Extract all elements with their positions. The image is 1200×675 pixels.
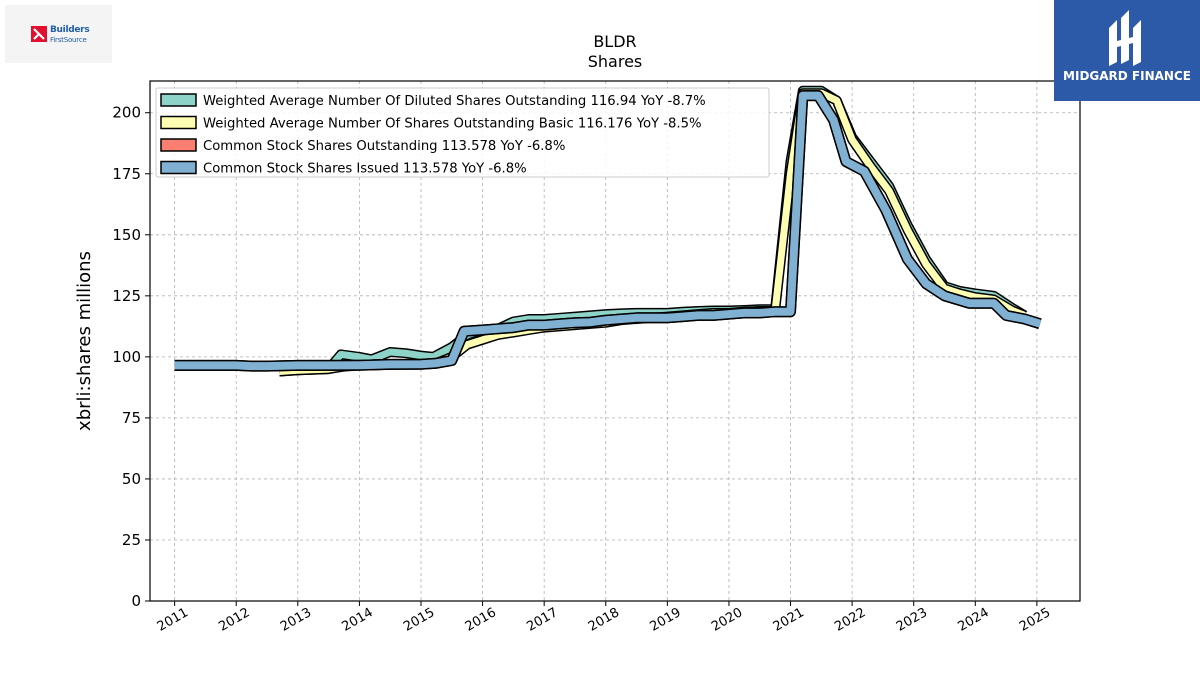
x-tick-label: 2012 bbox=[216, 605, 252, 635]
series-layer bbox=[174, 85, 1042, 377]
x-tick-label: 2017 bbox=[524, 605, 560, 635]
plot-frame bbox=[149, 80, 1081, 602]
legend-label: Weighted Average Number Of Diluted Share… bbox=[203, 94, 706, 109]
legend-swatch bbox=[160, 93, 197, 107]
midgard-finance-logo: MIDGARD FINANCE bbox=[1054, 0, 1200, 101]
builders-firstsource-logo: Builders FirstSource bbox=[5, 5, 112, 63]
y-tick-label: 0 bbox=[131, 592, 141, 610]
x-tick-label: 2020 bbox=[709, 605, 745, 635]
legend-label: Common Stock Shares Issued 113.578 YoY -… bbox=[203, 162, 527, 177]
logo-mark-icon bbox=[31, 26, 47, 42]
midgard-mark-icon bbox=[1109, 10, 1141, 66]
legend-label: Common Stock Shares Outstanding 113.578 … bbox=[203, 139, 565, 154]
y-tick-label: 25 bbox=[122, 531, 141, 549]
x-tick-label: 2015 bbox=[401, 605, 437, 635]
x-tick-label: 2014 bbox=[340, 605, 376, 635]
x-tick-label: 2018 bbox=[586, 605, 622, 635]
legend-frame bbox=[155, 87, 770, 178]
x-tick-label: 2025 bbox=[1017, 605, 1053, 635]
x-tick-label: 2022 bbox=[832, 605, 868, 635]
x-tick-label: 2016 bbox=[463, 605, 499, 635]
chart-title: BLDR bbox=[593, 32, 636, 51]
x-axis: 2011 2012 2013 2014 2015 2016 2017 2018 2019 2020… bbox=[155, 601, 1053, 635]
x-tick-label: 2019 bbox=[648, 605, 684, 635]
legend: Weighted Average Number Of Diluted Share… bbox=[155, 87, 770, 178]
legend-swatch bbox=[160, 138, 197, 152]
x-tick-label: 2021 bbox=[771, 605, 807, 635]
legend-swatch bbox=[160, 115, 197, 130]
y-tick-label: 200 bbox=[112, 104, 141, 122]
chart-subtitle: Shares bbox=[588, 52, 643, 71]
y-tick-label: 100 bbox=[112, 348, 141, 366]
legend-swatch bbox=[160, 160, 197, 175]
x-tick-label: 2011 bbox=[155, 605, 191, 635]
partner-logo-text: MIDGARD FINANCE bbox=[1063, 69, 1191, 83]
legend-label: Weighted Average Number Of Shares Outsta… bbox=[203, 117, 702, 132]
y-tick-label: 150 bbox=[112, 226, 141, 244]
y-tick-label: 50 bbox=[122, 470, 141, 488]
y-axis: 0 25 50 75 100 125 150 175 200 bbox=[112, 104, 150, 610]
x-tick-label: 2024 bbox=[955, 605, 991, 635]
y-tick-label: 75 bbox=[122, 409, 141, 427]
y-tick-label: 175 bbox=[112, 165, 141, 183]
y-tick-label: 125 bbox=[112, 287, 141, 305]
x-tick-label: 2023 bbox=[894, 605, 930, 635]
logo-text-line-1: Builders bbox=[50, 25, 90, 35]
logo-text-line-2: FirstSource bbox=[50, 36, 87, 44]
y-axis-label: xbrli:shares millions bbox=[74, 251, 95, 431]
series-line-common-stock-shares-issued bbox=[174, 91, 1042, 371]
x-tick-label: 2013 bbox=[278, 605, 314, 635]
